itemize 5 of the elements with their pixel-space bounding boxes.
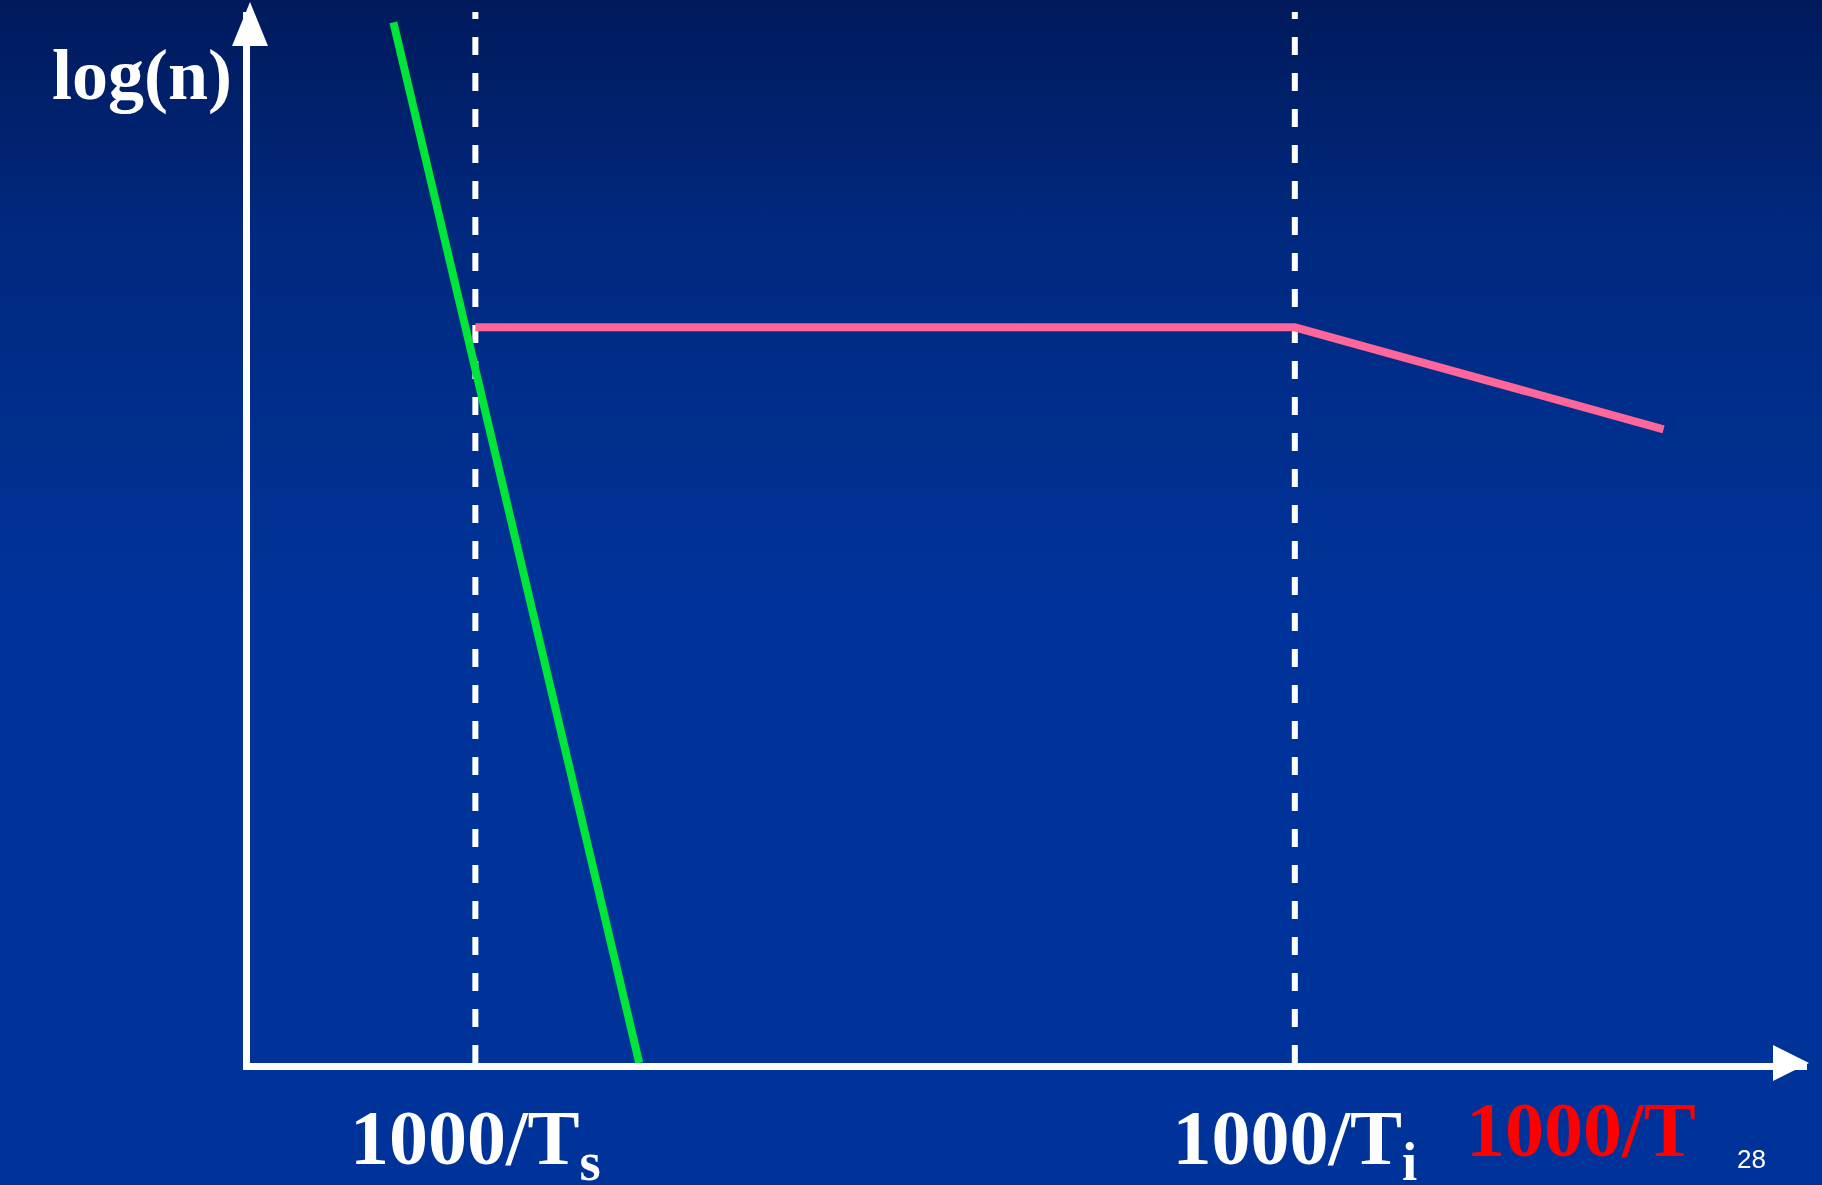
x-tick-label: 1000/T$_{i}$ xyxy=(1172,1093,1418,1185)
text: 28 xyxy=(1737,1144,1766,1174)
x-axis-title: 1000/T xyxy=(1466,1086,1696,1173)
x-tick-label: 1000/T$_{s}$ xyxy=(349,1093,601,1185)
y-axis-title: log(n) xyxy=(52,35,232,115)
